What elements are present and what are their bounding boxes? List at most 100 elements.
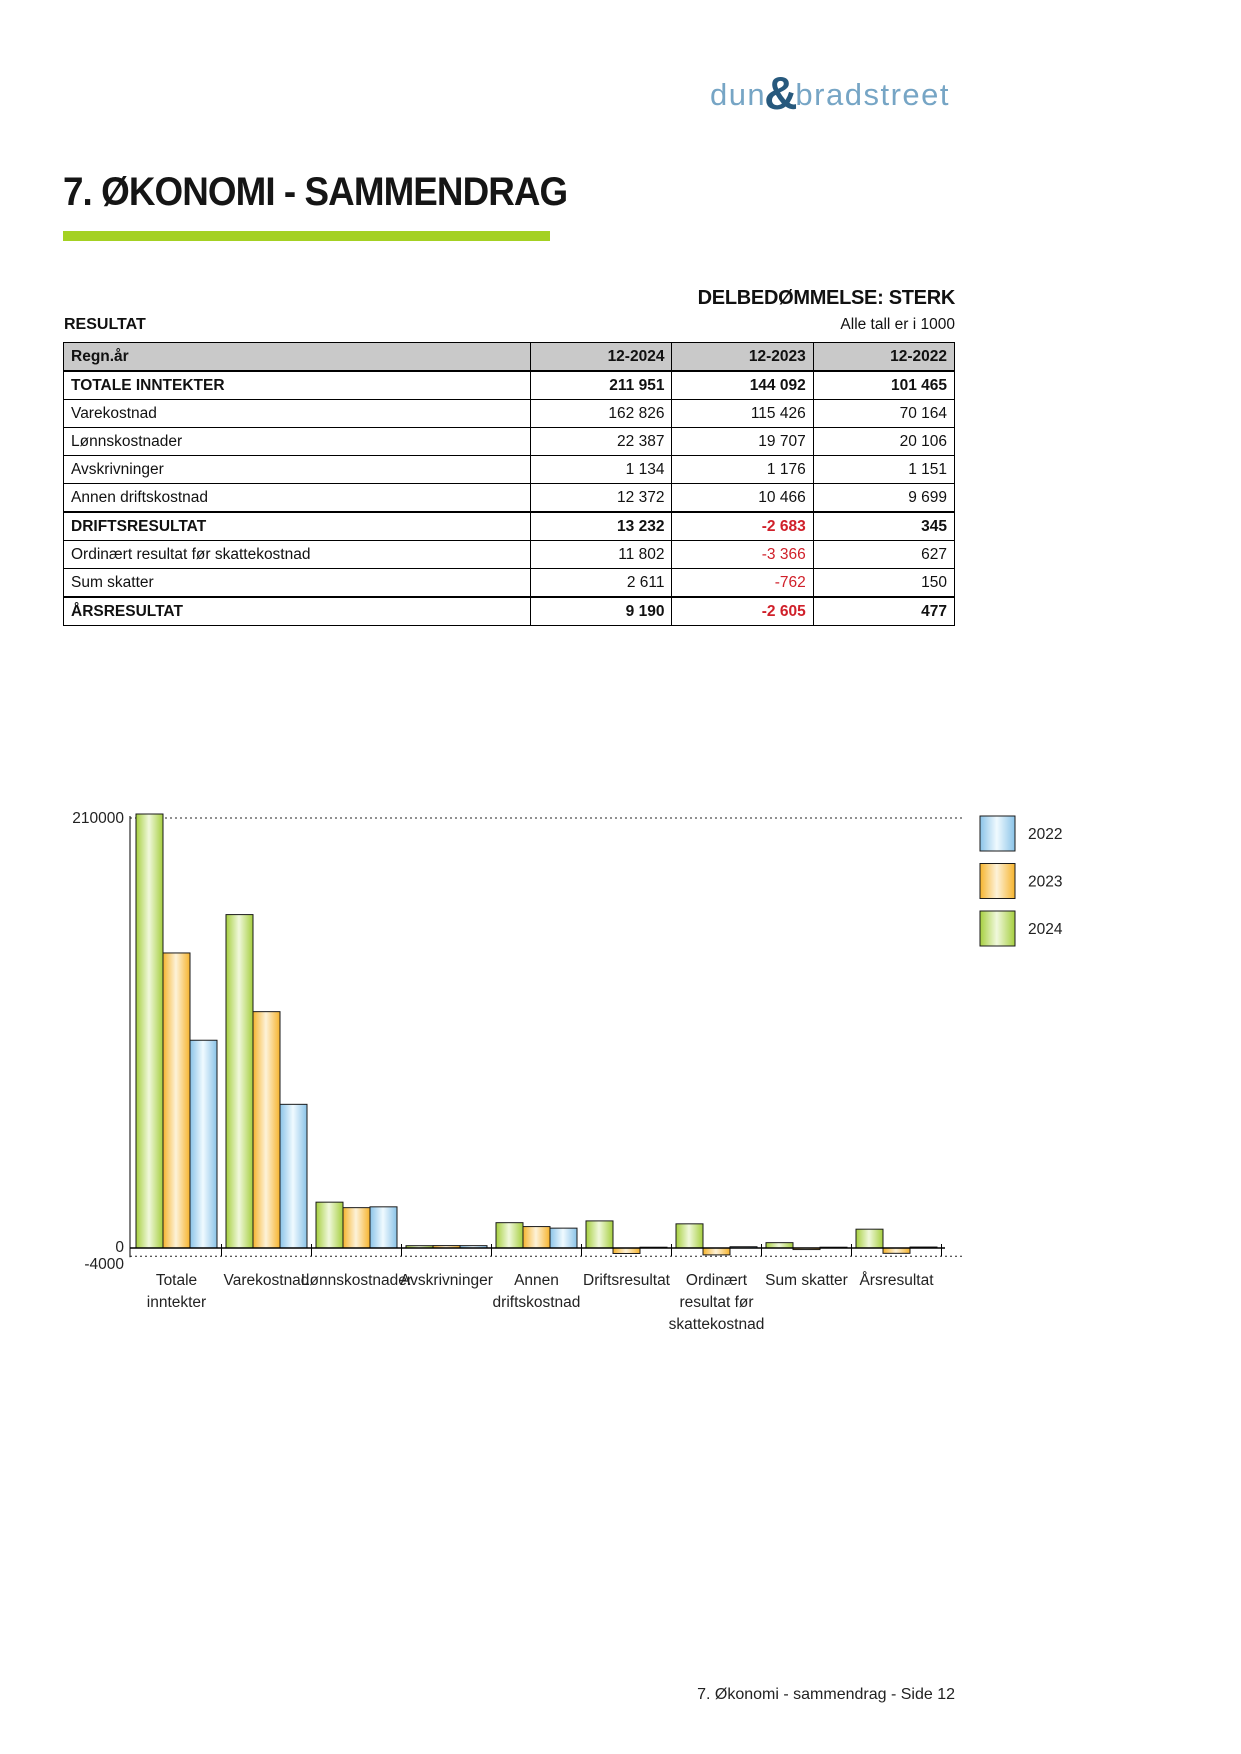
column-header-12-2023: 12-2023: [671, 342, 814, 372]
table-row: Lønnskostnader 22 387 19 707 20 106: [62, 427, 956, 456]
value-cell: 11 802: [530, 540, 673, 569]
x-category-label: driftskostnad: [493, 1294, 581, 1311]
row-label-cell: TOTALE INNTEKTER: [62, 370, 532, 400]
value-cell: 9 699: [812, 483, 956, 513]
x-category-label: Sum skatter: [765, 1272, 848, 1289]
dun-bradstreet-logo: dun & bradstreet: [710, 67, 950, 119]
bar-2023: [882, 1247, 911, 1254]
value-cell: -2 605: [671, 596, 814, 626]
bar-2023: [252, 1011, 281, 1249]
row-label-cell: Avskrivninger: [62, 455, 532, 484]
bar-2024: [225, 914, 254, 1249]
units-note: Alle tall er i 1000: [840, 316, 955, 333]
table-row: DRIFTSRESULTAT 13 232 -2 683 345: [62, 511, 956, 541]
value-cell: 115 426: [671, 399, 814, 428]
value-cell: 2 611: [530, 568, 673, 598]
bar-2022: [189, 1039, 218, 1249]
row-label-cell: Ordinært resultat før skattekostnad: [62, 540, 532, 569]
table-row: Ordinært resultat før skattekostnad 11 80…: [62, 540, 956, 569]
bar-2024: [495, 1222, 524, 1249]
value-cell: 150: [812, 568, 956, 598]
x-category-label: inntekter: [147, 1294, 206, 1311]
bar-chart-svg: 210000 0-4000 Totale inntekter VarekostnadLø…: [72, 810, 1063, 1333]
table-row: ÅRSRESULTAT 9 190 -2 605 477: [62, 596, 956, 626]
table-row: Annen driftskostnad 12 372 10 466 9 699: [62, 483, 956, 513]
row-label-cell: DRIFTSRESULTAT: [62, 511, 532, 541]
chart-legend: 2022 2023 2024: [979, 815, 1063, 947]
bar-2023: [522, 1226, 551, 1249]
bar-2022: [549, 1227, 578, 1249]
value-cell: 477: [812, 596, 956, 626]
x-category-label: Avskrivninger: [400, 1272, 493, 1289]
row-label-cell: Varekostnad: [62, 399, 532, 428]
y-tick-label: 0: [115, 1239, 124, 1256]
logo-word-bradstreet: bradstreet: [795, 77, 950, 112]
page-title: 7. ØKONOMI - SAMMENDRAG: [63, 170, 568, 214]
bars-group: [135, 813, 938, 1256]
value-cell: 9 190: [530, 596, 673, 626]
y-tick-label: -4000: [84, 1256, 124, 1273]
value-cell: 211 951: [530, 370, 673, 400]
row-label-cell: ÅRSRESULTAT: [62, 596, 532, 626]
y-tick-label: 210000: [72, 810, 124, 827]
bar-2024: [855, 1228, 884, 1249]
value-cell: 627: [812, 540, 956, 569]
bar-2024: [675, 1223, 704, 1249]
bar-2023: [162, 952, 191, 1249]
row-label-cell: Annen driftskostnad: [62, 483, 532, 513]
x-category-label: Årsresultat: [859, 1272, 934, 1289]
value-cell: 10 466: [671, 483, 814, 513]
column-header-regnaar: Regn.år: [62, 342, 532, 372]
legend-swatch-2022: [979, 815, 1016, 852]
x-category-label: Ordinært: [686, 1272, 748, 1289]
bar-2023: [612, 1247, 641, 1254]
column-header-12-2022: 12-2022: [812, 342, 956, 372]
value-cell: 1 176: [671, 455, 814, 484]
assessment-heading: DELBEDØMMELSE: STERK: [697, 287, 956, 309]
value-cell: -2 683: [671, 511, 814, 541]
column-header-12-2024: 12-2024: [530, 342, 673, 372]
legend-swatch-2023: [979, 863, 1016, 899]
value-cell: 345: [812, 511, 956, 541]
x-category-label: resultat før: [679, 1294, 753, 1311]
value-cell: 144 092: [671, 370, 814, 400]
value-cell: 20 106: [812, 427, 956, 456]
value-cell: 22 387: [530, 427, 673, 456]
row-label-cell: Lønnskostnader: [62, 427, 532, 456]
value-cell: 1 134: [530, 455, 673, 484]
page-footer: 7. Økonomi - sammendrag - Side 12: [697, 1686, 955, 1703]
x-category-label: Annen: [514, 1272, 559, 1289]
value-cell: -762: [671, 568, 814, 598]
bar-chart: 210000 0 -4000 Totale inntekter Varekostnad Lø…: [0, 700, 1100, 1340]
value-cell: 162 826: [530, 399, 673, 428]
x-category-label: skattekostnad: [669, 1316, 765, 1333]
table-row: TOTALE INNTEKTER 211 951 144 092 101 465: [62, 370, 956, 400]
legend-label-2024: 2024: [1028, 921, 1063, 938]
bar-2022: [369, 1206, 398, 1249]
value-cell: 19 707: [671, 427, 814, 456]
bar-2023: [702, 1247, 731, 1256]
value-cell: 1 151: [812, 455, 956, 484]
bar-2024: [585, 1220, 614, 1249]
x-category-label: Totale: [156, 1272, 197, 1289]
table-row: Sum skatter 2 611 -762 150: [62, 568, 956, 598]
legend-swatch-2024: [979, 910, 1016, 947]
x-category-label: Varekostnad: [224, 1272, 310, 1289]
legend-label-2022: 2022: [1028, 826, 1062, 843]
value-cell: 12 372: [530, 483, 673, 513]
result-table-header: Regn.år 12-2024 12-2023 12-2022: [62, 342, 956, 372]
table-row: Avskrivninger 1 134 1 176 1 151: [62, 455, 956, 484]
result-table-body: TOTALE INNTEKTER 211 951 144 092 101 465 Var…: [62, 370, 956, 626]
table-row: Varekostnad 162 826 115 426 70 164: [62, 399, 956, 428]
value-cell: -3 366: [671, 540, 814, 569]
bar-2024: [135, 813, 164, 1249]
bar-2024: [765, 1242, 794, 1249]
bar-2023: [342, 1207, 371, 1249]
value-cell: 70 164: [812, 399, 956, 428]
row-label-cell: Sum skatter: [62, 568, 532, 598]
title-accent-bar: [63, 231, 550, 241]
logo-ampersand-icon: &: [764, 67, 798, 119]
legend-label-2023: 2023: [1028, 874, 1062, 891]
value-cell: 13 232: [530, 511, 673, 541]
